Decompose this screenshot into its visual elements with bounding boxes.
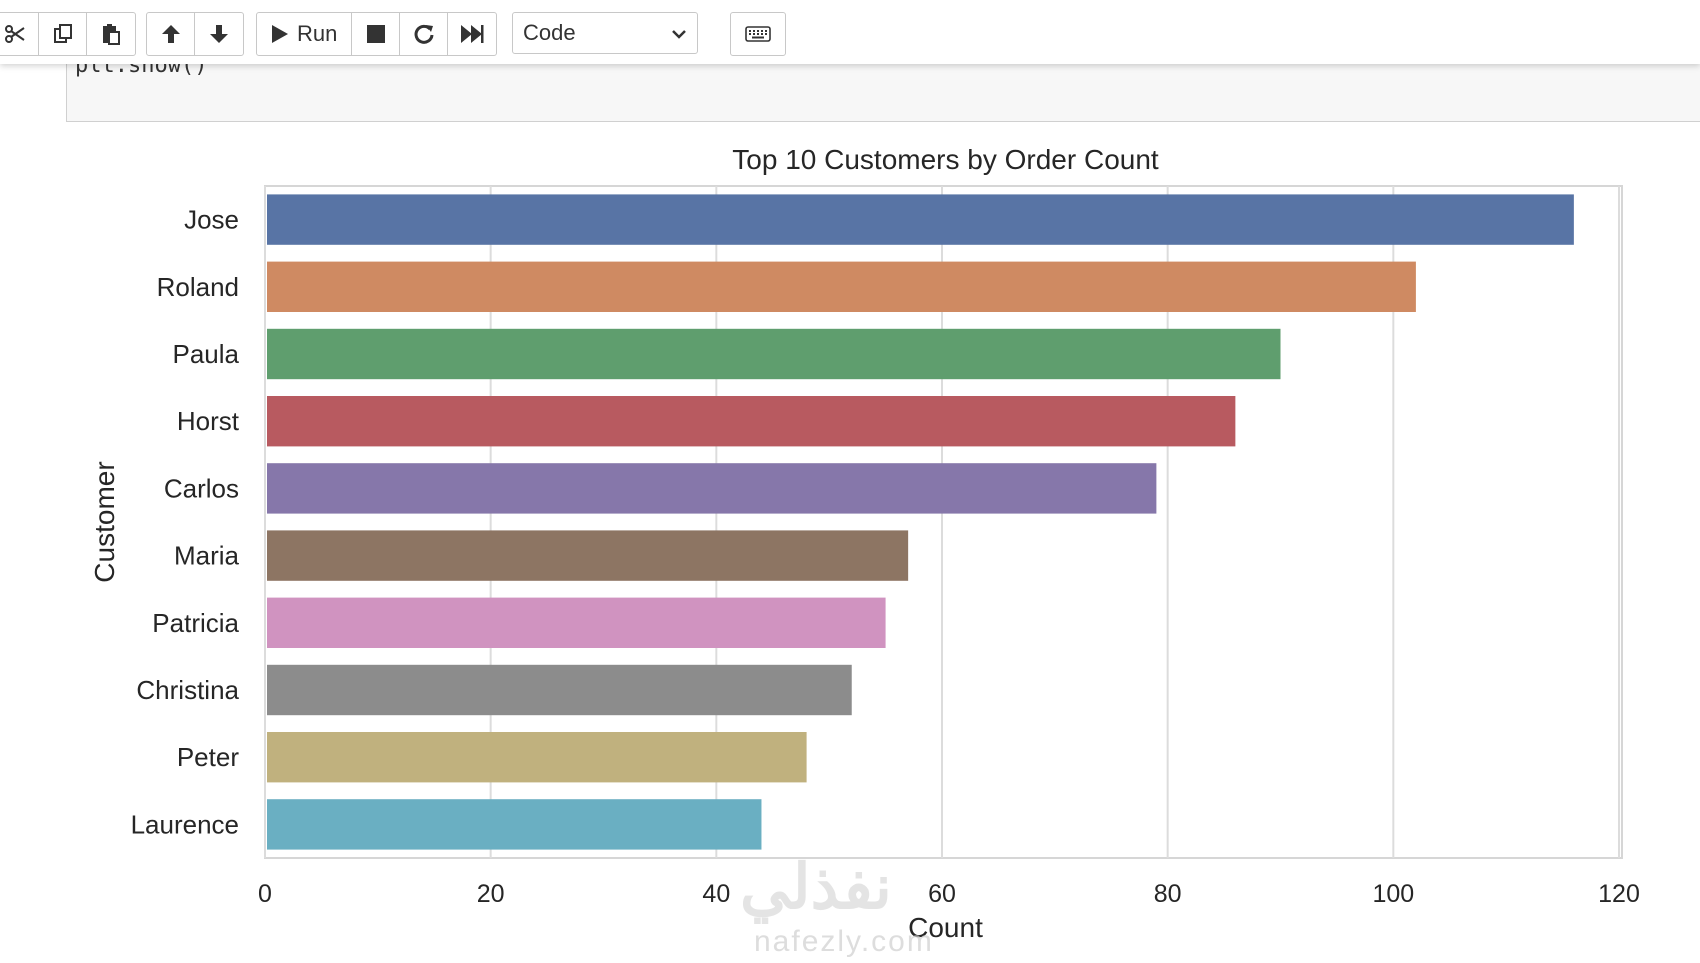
bar [267,597,886,648]
category-label: Maria [174,541,240,571]
clipboard-button-group [0,12,136,56]
bar [267,261,1416,312]
run-button-label: Run [297,21,338,46]
keyboard-icon [745,26,771,42]
run-all-button[interactable] [448,13,496,55]
watermark-url: nafezly.com [754,925,934,958]
fast-forward-icon [460,24,484,44]
category-label: Peter [177,742,239,772]
category-label: Paula [173,339,240,369]
category-label: Patricia [152,608,239,638]
bar-chart: Jose Roland Paula Horst Carlos Maria Patricia C… [89,144,1640,943]
stop-icon [366,24,386,44]
notebook-toolbar: Run Code [0,0,1700,64]
category-label: Horst [177,406,240,436]
bar [267,396,1236,447]
x-tick-label: 80 [1154,880,1182,908]
category-label: Carlos [164,473,239,503]
cell-type-select[interactable]: Code [512,12,698,54]
interrupt-button[interactable] [352,13,401,55]
x-axis-label: Count [908,912,983,943]
keyboard-button-group [730,12,786,56]
chart-title: Top 10 Customers by Order Count [732,144,1159,175]
x-tick-label: 20 [477,880,505,908]
bar [267,463,1157,514]
x-tick-label: 0 [258,880,272,908]
restart-button[interactable] [400,13,449,55]
cut-button[interactable] [0,13,39,55]
x-tick-label: 60 [928,880,956,908]
command-palette-button[interactable] [731,13,785,55]
cell-type-value: Code [523,20,576,45]
play-icon [271,24,289,44]
scissors-icon [4,23,26,45]
bar [267,194,1574,245]
category-label: Christina [136,675,239,705]
run-button[interactable]: Run [257,13,353,55]
paste-icon [100,23,122,45]
bar [267,664,852,716]
category-label: Roland [157,272,239,302]
y-axis-label: Customer [89,461,120,582]
bar [267,530,909,581]
run-button-group: Run [256,12,498,56]
bar [267,799,762,850]
restart-icon [413,23,435,45]
bar [267,732,807,783]
move-up-button[interactable] [147,13,195,55]
chevron-down-icon [671,20,687,46]
x-tick-label: 40 [702,880,730,908]
x-tick-label: 120 [1598,880,1640,908]
move-button-group [146,12,244,56]
category-label: Jose [184,205,239,235]
paste-button[interactable] [87,13,135,55]
code-cell[interactable]: plt.show() [66,53,1700,122]
category-label: Laurence [131,809,239,839]
watermark-logo: نفذلي [740,853,892,922]
x-tick-label: 100 [1372,880,1414,908]
copy-button[interactable] [39,13,87,55]
arrow-down-icon [208,23,230,45]
bar [267,328,1281,380]
arrow-up-icon [160,23,182,45]
copy-icon [52,23,74,45]
move-down-button[interactable] [195,13,243,55]
